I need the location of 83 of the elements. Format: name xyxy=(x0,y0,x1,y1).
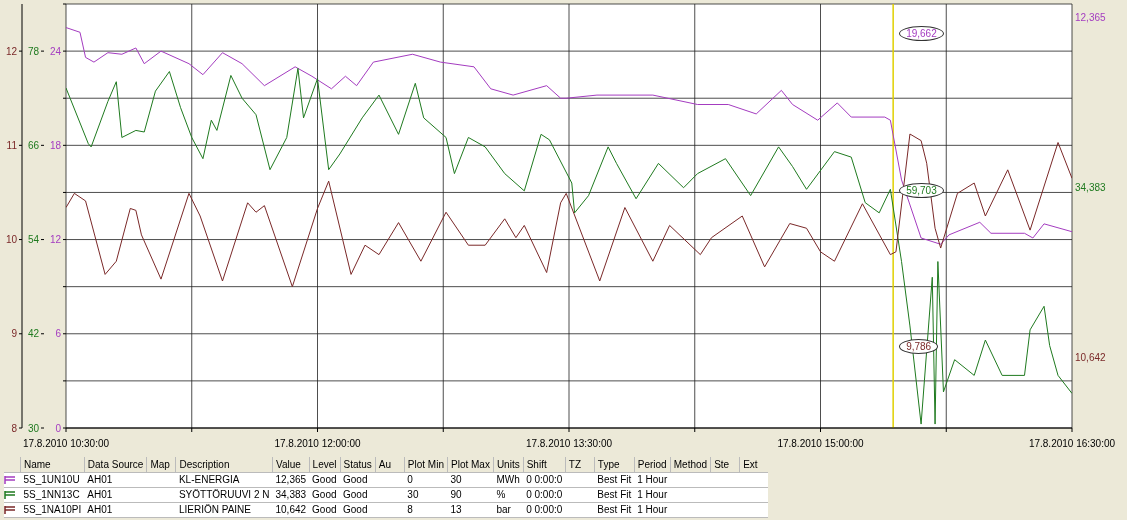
text: Ste xyxy=(710,457,740,472)
y3-tick-label: 12 xyxy=(5,45,18,57)
text: Data Source xyxy=(84,457,147,472)
y3-tick-label: 9 xyxy=(11,328,18,340)
text: Map xyxy=(146,457,176,472)
text: Good xyxy=(309,502,340,517)
text: 13 xyxy=(447,502,494,517)
text: Au xyxy=(375,457,405,472)
text: LIERIÖN PAINE xyxy=(175,502,273,517)
text: 30 xyxy=(404,487,448,502)
x-tick-label: 17.8.2010 12:00:00 xyxy=(274,438,362,450)
text: Best Fit xyxy=(594,502,635,517)
text: 12,365 xyxy=(1075,12,1106,24)
text: Good xyxy=(309,472,340,487)
text: 30 xyxy=(447,472,494,487)
text: Good xyxy=(309,487,340,502)
y2-tick-label: 54 xyxy=(27,234,40,246)
line-series xyxy=(66,133,1072,288)
text: 0 xyxy=(404,472,448,487)
text: Good xyxy=(340,502,376,517)
text: bar xyxy=(493,502,524,517)
annotation: 9,786 xyxy=(899,339,939,355)
text: MWh xyxy=(493,472,524,487)
text: 12,365 xyxy=(272,472,310,487)
y2-tick-label: 42 xyxy=(27,328,40,340)
text: Type xyxy=(594,457,635,472)
y2-tick-label: 66 xyxy=(27,139,40,151)
text: Units xyxy=(493,457,524,472)
text: Good xyxy=(340,472,376,487)
text: Period xyxy=(634,457,671,472)
y2-tick-label: 78 xyxy=(27,45,40,57)
text: Value xyxy=(272,457,310,472)
text: 0 0:00:0 xyxy=(523,502,566,517)
text: KL-ENERGIA xyxy=(175,472,273,487)
text: Good xyxy=(340,487,376,502)
y3-tick-label: 8 xyxy=(11,422,18,434)
y2-tick-label: 30 xyxy=(27,422,40,434)
annotation: 19,662 xyxy=(899,25,944,41)
text: Level xyxy=(309,457,340,472)
text: Description xyxy=(175,457,273,472)
text: 5S_1NA10PI xyxy=(20,502,85,517)
y-tick-label: 6 xyxy=(55,328,62,340)
text: 34,383 xyxy=(272,487,310,502)
text: Ext xyxy=(739,457,769,472)
text: Shift xyxy=(523,457,566,472)
text: Name xyxy=(20,457,85,472)
text: 5S_1UN10U xyxy=(20,472,85,487)
text: Status xyxy=(340,457,376,472)
text: 10,642 xyxy=(272,502,310,517)
text: AH01 xyxy=(84,472,147,487)
y-tick-label: 12 xyxy=(49,234,62,246)
text: 10,642 xyxy=(1075,351,1106,363)
annotation: 59,703 xyxy=(899,182,944,198)
text: Best Fit xyxy=(594,487,635,502)
text: Plot Max xyxy=(447,457,494,472)
line-series xyxy=(66,67,1072,425)
text: 1 Hour xyxy=(634,502,671,517)
y-tick-label: 24 xyxy=(49,45,62,57)
text: 1 Hour xyxy=(634,487,671,502)
text: AH01 xyxy=(84,487,147,502)
text: % xyxy=(493,487,524,502)
text: 0 0:00:0 xyxy=(523,487,566,502)
x-tick-label: 17.8.2010 15:00:00 xyxy=(777,438,865,450)
text: Plot Min xyxy=(404,457,448,472)
line-series xyxy=(66,27,1072,245)
y3-tick-label: 10 xyxy=(5,234,18,246)
text: 90 xyxy=(447,487,494,502)
text: Method xyxy=(670,457,711,472)
text: 34,383 xyxy=(1075,182,1106,194)
text: SYÖTTÖRUUVI 2 N xyxy=(175,487,273,502)
y-tick-label: 0 xyxy=(55,422,62,434)
text: TZ xyxy=(565,457,595,472)
x-tick-label: 17.8.2010 10:30:00 xyxy=(22,438,110,450)
x-tick-label: 17.8.2010 16:30:00 xyxy=(1028,438,1116,450)
y3-tick-label: 11 xyxy=(6,139,18,151)
text: AH01 xyxy=(84,502,147,517)
text: Best Fit xyxy=(594,472,635,487)
text: 8 xyxy=(404,502,448,517)
text: 1 Hour xyxy=(634,472,671,487)
y-tick-label: 18 xyxy=(49,139,62,151)
text: 5S_1NN13C xyxy=(20,487,85,502)
x-tick-label: 17.8.2010 13:30:00 xyxy=(525,438,613,450)
text: 0 0:00:0 xyxy=(523,472,566,487)
